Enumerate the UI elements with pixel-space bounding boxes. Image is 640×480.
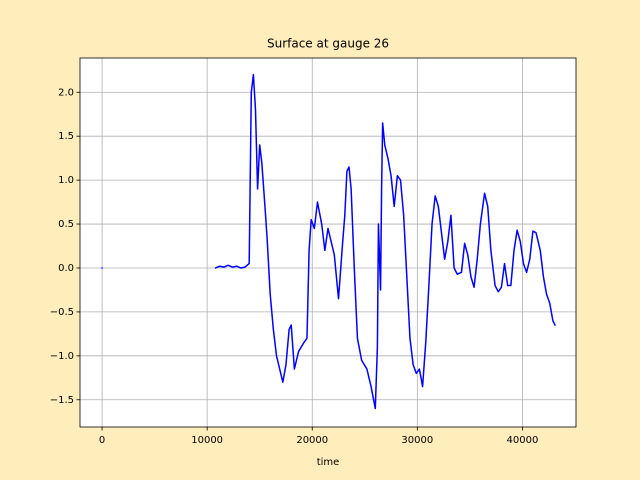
y-tick-label: −0.5 [50,307,74,318]
chart-title: Surface at gauge 26 [267,37,389,51]
y-tick-label: 1.0 [58,175,74,186]
x-tick-label: 20000 [296,435,328,446]
x-axis-label: time [317,457,340,468]
y-tick-label: 0.0 [58,263,74,274]
y-tick-label: −1.5 [50,395,74,406]
x-tick-label: 40000 [507,435,539,446]
plot-area [80,58,576,427]
y-tick-label: 1.5 [58,131,74,142]
y-tick-label: 2.0 [58,87,74,98]
x-tick-label: 0 [99,435,105,446]
x-tick-label: 10000 [191,435,223,446]
axes-frame [79,57,577,428]
data-line [101,73,556,410]
y-tick-label: −1.0 [50,351,74,362]
x-tick-label: 30000 [401,435,433,446]
y-tick-label: 0.5 [58,219,74,230]
